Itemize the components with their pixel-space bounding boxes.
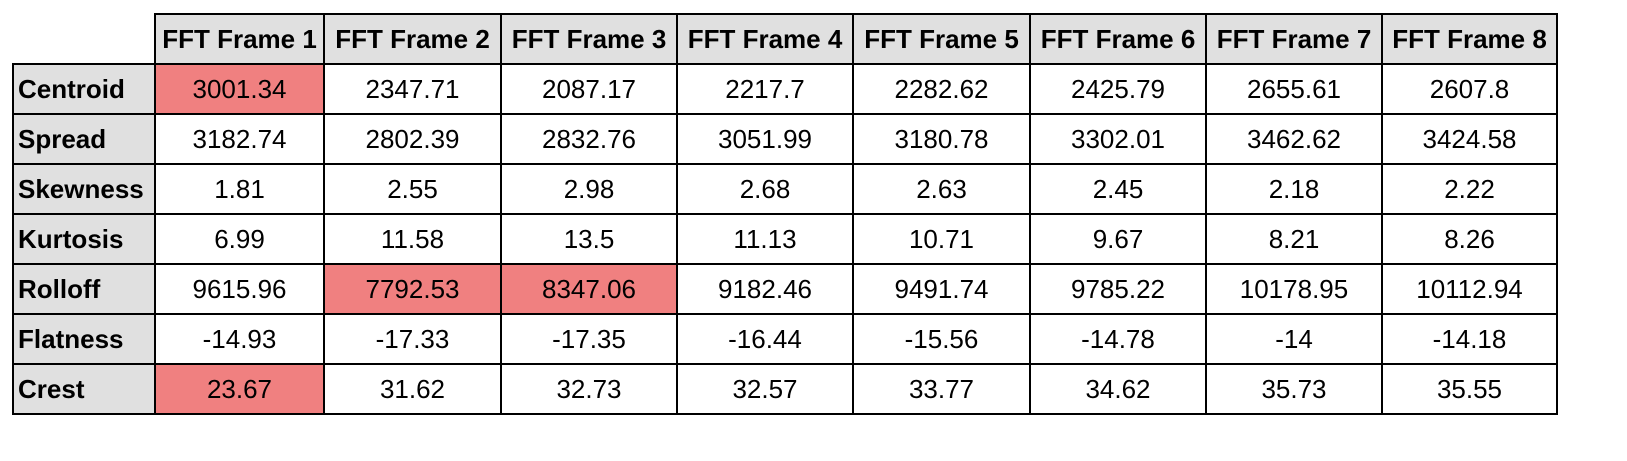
table-cell: 2655.61	[1205, 63, 1383, 115]
table-cell: 1.81	[154, 163, 325, 215]
table-cell: 8.21	[1205, 213, 1383, 265]
table-cell: 11.58	[323, 213, 502, 265]
column-header: FFT Frame 4	[676, 13, 854, 65]
table-cell: 3424.58	[1381, 113, 1558, 165]
highlighted-cell: 8347.06	[500, 263, 678, 315]
table-cell: -16.44	[676, 313, 854, 365]
table-cell: 32.57	[676, 363, 854, 415]
table-cell: 13.5	[500, 213, 678, 265]
column-header: FFT Frame 5	[852, 13, 1031, 65]
row-header: Crest	[12, 363, 156, 415]
highlighted-cell: 23.67	[154, 363, 325, 415]
table-cell: -15.56	[852, 313, 1031, 365]
table-row: Skewness 1.81 2.55 2.98 2.68 2.63 2.45 2.18 2.22	[12, 163, 1558, 215]
highlighted-cell: 7792.53	[323, 263, 502, 315]
row-header: Skewness	[12, 163, 156, 215]
table-cell: -17.35	[500, 313, 678, 365]
row-header: Spread	[12, 113, 156, 165]
table-cell: 10.71	[852, 213, 1031, 265]
table-cell: 33.77	[852, 363, 1031, 415]
table-cell: 9.67	[1029, 213, 1207, 265]
table-cell: 2.68	[676, 163, 854, 215]
table-cell: 35.55	[1381, 363, 1558, 415]
table-cell: 2.98	[500, 163, 678, 215]
table-cell: 2.22	[1381, 163, 1558, 215]
column-header: FFT Frame 1	[154, 13, 325, 65]
table-cell: 2607.8	[1381, 63, 1558, 115]
table-cell: 2.55	[323, 163, 502, 215]
column-header: FFT Frame 2	[323, 13, 502, 65]
table-cell: 2425.79	[1029, 63, 1207, 115]
column-header: FFT Frame 8	[1381, 13, 1558, 65]
table-cell: 3182.74	[154, 113, 325, 165]
corner-cell	[13, 14, 156, 65]
table-body: Centroid 3001.34 2347.71 2087.17 2217.7 2282.…	[12, 63, 1558, 415]
column-header: FFT Frame 6	[1029, 13, 1207, 65]
table-row: Rolloff 9615.96 7792.53 8347.06 9182.46 9491.…	[12, 263, 1558, 315]
table-cell: 3302.01	[1029, 113, 1207, 165]
table-cell: -17.33	[323, 313, 502, 365]
column-header: FFT Frame 7	[1205, 13, 1383, 65]
table-row: Centroid 3001.34 2347.71 2087.17 2217.7 2282.…	[12, 63, 1558, 115]
table-cell: -14.18	[1381, 313, 1558, 365]
table-cell: 32.73	[500, 363, 678, 415]
table-row: Crest 23.67 31.62 32.73 32.57 33.77 34.62 35.73…	[12, 363, 1558, 415]
table-cell: 31.62	[323, 363, 502, 415]
table-cell: 2282.62	[852, 63, 1031, 115]
row-header: Flatness	[12, 313, 156, 365]
row-header: Rolloff	[12, 263, 156, 315]
table-cell: 34.62	[1029, 363, 1207, 415]
header-row: FFT Frame 1 FFT Frame 2 FFT Frame 3 FFT …	[13, 13, 1558, 65]
highlighted-cell: 3001.34	[154, 63, 325, 115]
table-cell: 9182.46	[676, 263, 854, 315]
row-header: Centroid	[12, 63, 156, 115]
table-row: Flatness -14.93 -17.33 -17.35 -16.44 -15.56 -1…	[12, 313, 1558, 365]
feature-table-container: FFT Frame 1 FFT Frame 2 FFT Frame 3 FFT …	[12, 13, 1558, 415]
table-cell: -14.93	[154, 313, 325, 365]
table-cell: 3462.62	[1205, 113, 1383, 165]
table-cell: 2.45	[1029, 163, 1207, 215]
table-cell: 10178.95	[1205, 263, 1383, 315]
table-cell: 2217.7	[676, 63, 854, 115]
table-cell: 10112.94	[1381, 263, 1558, 315]
table-cell: 2802.39	[323, 113, 502, 165]
table-cell: -14	[1205, 313, 1383, 365]
table-cell: 35.73	[1205, 363, 1383, 415]
table-cell: 2832.76	[500, 113, 678, 165]
table-cell: 8.26	[1381, 213, 1558, 265]
table-cell: 9491.74	[852, 263, 1031, 315]
table-cell: 3051.99	[676, 113, 854, 165]
table-cell: 2.18	[1205, 163, 1383, 215]
table-cell: 9785.22	[1029, 263, 1207, 315]
table-cell: 9615.96	[154, 263, 325, 315]
table-cell: 2.63	[852, 163, 1031, 215]
table-row: Kurtosis 6.99 11.58 13.5 11.13 10.71 9.67 8.21 8…	[12, 213, 1558, 265]
column-header: FFT Frame 3	[500, 13, 678, 65]
table-cell: -14.78	[1029, 313, 1207, 365]
table-row: Spread 3182.74 2802.39 2832.76 3051.99 3180.7…	[12, 113, 1558, 165]
table-cell: 2087.17	[500, 63, 678, 115]
feature-table: FFT Frame 1 FFT Frame 2 FFT Frame 3 FFT …	[12, 13, 1558, 415]
table-cell: 6.99	[154, 213, 325, 265]
table-cell: 11.13	[676, 213, 854, 265]
table-cell: 2347.71	[323, 63, 502, 115]
table-cell: 3180.78	[852, 113, 1031, 165]
row-header: Kurtosis	[12, 213, 156, 265]
